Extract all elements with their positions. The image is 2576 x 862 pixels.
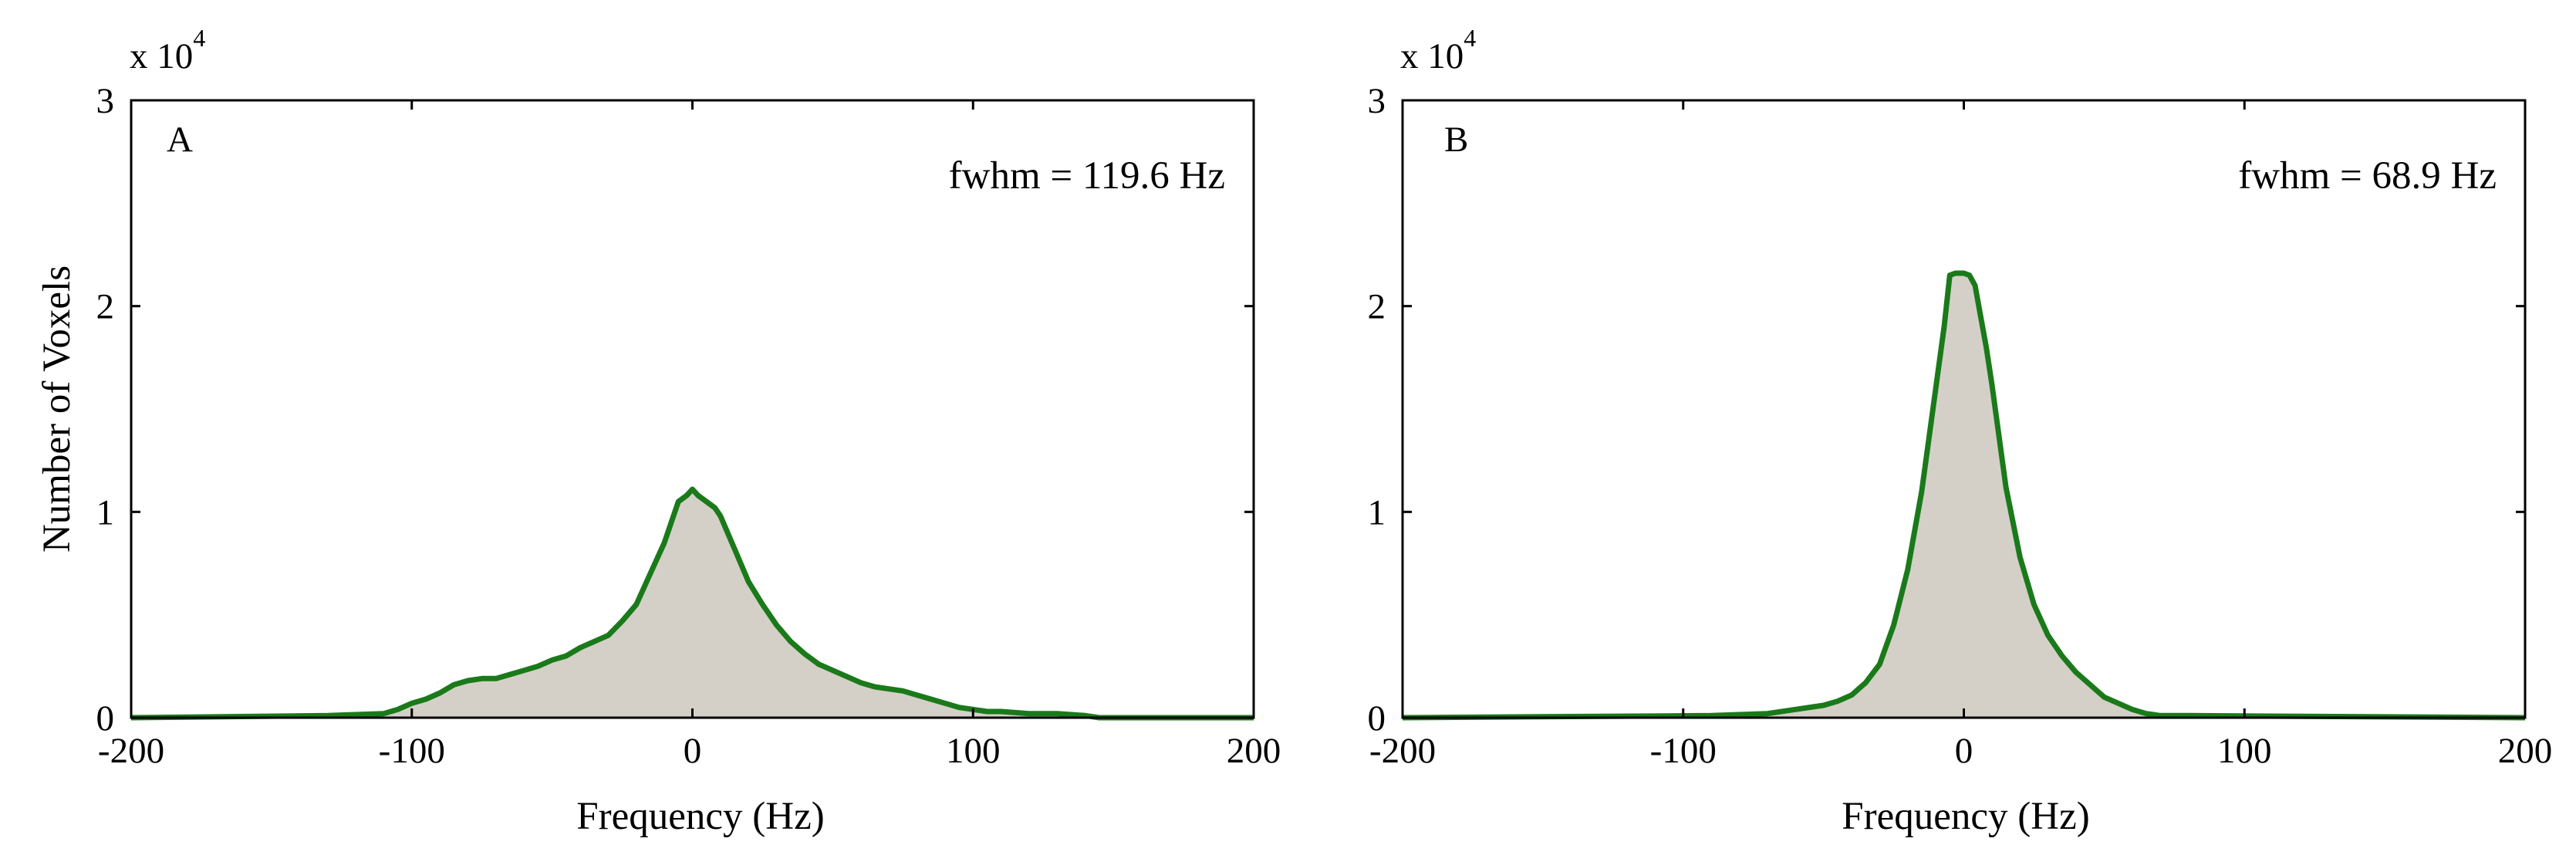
panel-a-y-axis-label: Number of Voxels — [35, 265, 79, 553]
panel-a-y-tick-label: 0 — [96, 698, 115, 739]
panel-a-y-tick-label: 1 — [96, 492, 115, 532]
panel-b-x-tick-label: -200 — [1369, 731, 1436, 771]
panel-b-x-tick-label: 0 — [1955, 731, 1973, 771]
panel-b: x 104 Frequency (Hz) -200 -100 0 100 200 0 1 2 3… — [1368, 24, 2553, 838]
panel-a-y-tick-label: 2 — [96, 287, 115, 327]
panel-a-x-tick-label: 0 — [684, 731, 702, 771]
panel-a-x-tick-label: -100 — [379, 731, 445, 771]
panel-b-fwhm-annotation: fwhm = 68.9 Hz — [2238, 154, 2497, 198]
panel-a-plot-area: -200 -100 0 100 200 0 1 2 3 — [96, 81, 1281, 771]
panel-b-y-tick-label: 3 — [1368, 81, 1386, 121]
panel-a-y-tick-label: 3 — [96, 81, 115, 121]
panel-b-label: B — [1444, 120, 1468, 160]
panel-a-histogram-line — [130, 486, 1254, 721]
panel-a-x-tick-label: -200 — [98, 731, 164, 771]
panel-a-x-tick-label: 100 — [946, 731, 1001, 771]
panel-b-x-tick-label: -100 — [1650, 731, 1717, 771]
panel-a-histogram-fill — [131, 489, 1254, 718]
panel-a-fwhm-annotation: fwhm = 119.6 Hz — [949, 154, 1225, 198]
panel-b-histogram-fill — [1403, 273, 2525, 718]
panel-b-x-axis-label: Frequency (Hz) — [1842, 795, 2089, 838]
panel-b-y-multiplier: x 104 — [1400, 24, 1476, 76]
panel-a: x 104 Number of Voxels Frequency (Hz) -2… — [35, 24, 1281, 838]
panel-b-histogram-line — [1402, 270, 2526, 721]
panel-b-y-tick-label: 0 — [1368, 698, 1386, 739]
panel-a-x-tick-label: 200 — [1227, 731, 1281, 771]
panel-b-x-tick-label: 200 — [2498, 731, 2553, 771]
panel-b-plot-area: -200 -100 0 100 200 0 1 2 3 — [1368, 81, 2553, 771]
panel-a-label: A — [167, 120, 193, 160]
panel-a-y-multiplier: x 104 — [130, 24, 205, 76]
panel-b-y-tick-label: 2 — [1368, 287, 1386, 327]
panel-b-y-tick-label: 1 — [1368, 492, 1386, 532]
panel-a-x-axis-label: Frequency (Hz) — [576, 795, 824, 838]
panel-b-x-tick-label: 100 — [2217, 731, 2272, 771]
